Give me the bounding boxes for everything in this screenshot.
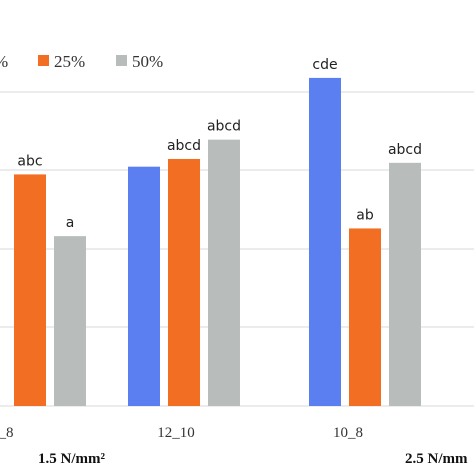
significance-label: abcd (207, 119, 241, 135)
x-tick-label: _8 (0, 425, 14, 441)
significance-label: ab (356, 207, 374, 223)
significance-label: abc (17, 153, 42, 169)
bars (14, 77, 421, 407)
x-tick-label: 12_10 (157, 425, 195, 441)
bar (128, 166, 160, 406)
legend-label: % (0, 52, 8, 71)
bar (54, 236, 86, 406)
group-label: 2.5 N/mm (405, 451, 468, 467)
significance-label: a (66, 215, 75, 231)
legend-label: 25% (54, 52, 85, 71)
legend-label: 50% (132, 52, 163, 71)
bar (349, 228, 381, 406)
legend-swatch (38, 55, 49, 66)
bar (168, 158, 200, 406)
significance-labels: cde abc abcd ab a abcd abcd (17, 57, 422, 231)
group-labels: 1.5 N/mm² 2.5 N/mm (38, 451, 468, 467)
significance-label: abcd (388, 142, 422, 158)
bar (389, 162, 421, 406)
significance-label: abcd (167, 138, 201, 154)
legend: % 25% 50% (0, 52, 163, 71)
bar (309, 77, 341, 407)
group-label: 1.5 N/mm² (38, 451, 105, 467)
legend-swatch (116, 55, 127, 66)
x-tick-labels: _8 12_10 10_8 (0, 425, 363, 441)
bar (208, 139, 240, 406)
x-tick-label: 10_8 (333, 425, 363, 441)
bar (14, 174, 46, 406)
significance-label: cde (312, 57, 337, 73)
